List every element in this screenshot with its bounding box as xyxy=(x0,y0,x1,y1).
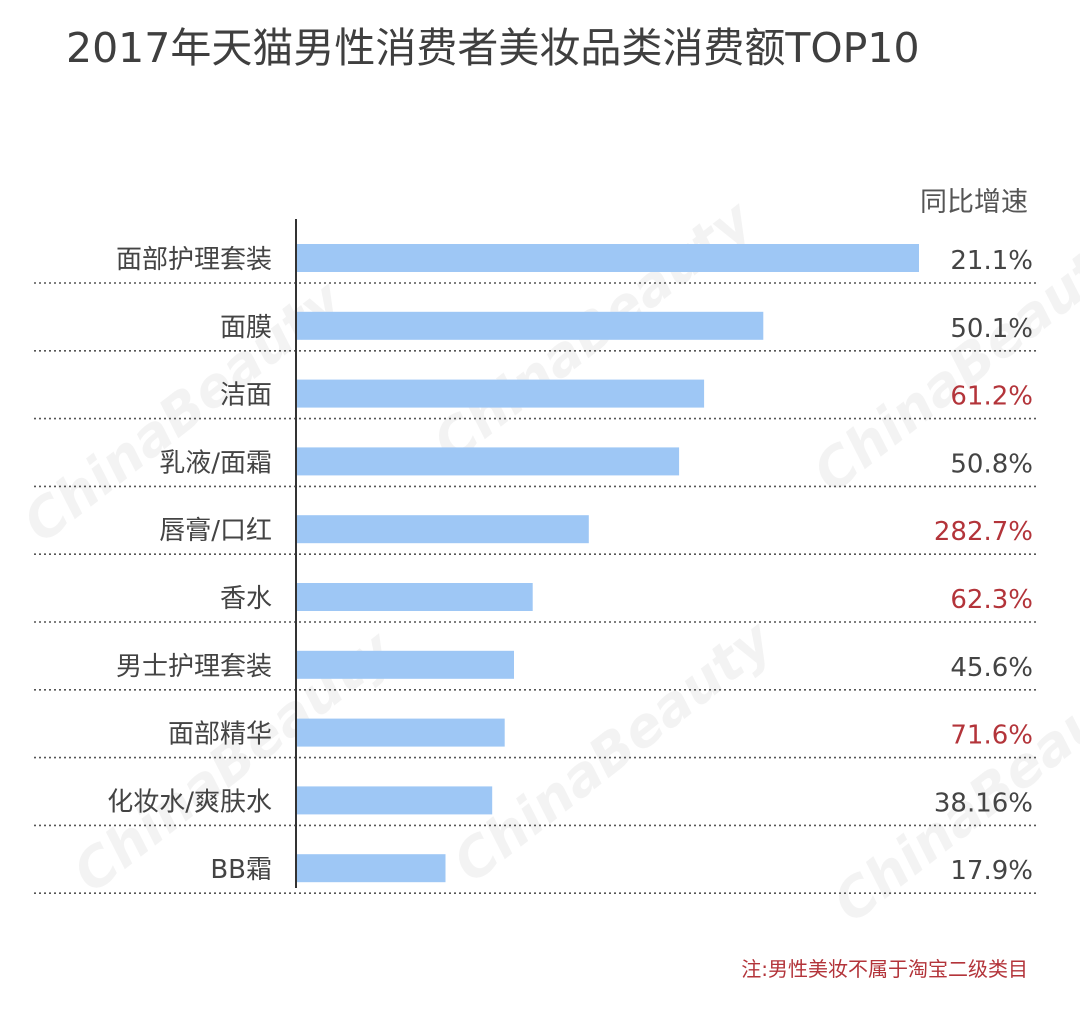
growth-label: 21.1% xyxy=(950,246,1033,276)
growth-label: 50.8% xyxy=(950,449,1033,479)
category-label: BB霜 xyxy=(210,855,272,885)
bar xyxy=(296,379,705,408)
category-label: 唇膏/口红 xyxy=(159,516,272,546)
growth-label: 45.6% xyxy=(950,653,1033,683)
category-label: 面部精华 xyxy=(168,720,272,750)
footnote: 注:男性美妆不属于淘宝二级类目 xyxy=(741,957,1028,981)
category-label: 洁面 xyxy=(220,381,272,411)
bar xyxy=(296,515,589,544)
category-label: 面膜 xyxy=(220,313,272,343)
bar xyxy=(296,447,680,476)
bar xyxy=(296,311,764,340)
bar xyxy=(296,718,505,747)
growth-label: 62.3% xyxy=(950,585,1033,615)
category-label: 化妆水/爽肤水 xyxy=(107,787,272,817)
growth-label: 282.7% xyxy=(934,517,1033,547)
bar xyxy=(296,244,919,272)
chart-title: 2017年天猫男性消费者美妆品类消费额TOP10 xyxy=(66,24,920,72)
category-label: 面部护理套装 xyxy=(116,245,272,275)
bar xyxy=(296,786,493,815)
growth-label: 71.6% xyxy=(950,721,1033,751)
growth-label: 50.1% xyxy=(950,314,1033,344)
growth-label: 17.9% xyxy=(950,856,1033,886)
category-label: 男士护理套装 xyxy=(116,652,272,682)
category-label: 乳液/面霜 xyxy=(159,448,272,478)
bar xyxy=(296,583,533,611)
bar xyxy=(296,854,446,883)
category-label: 香水 xyxy=(220,584,272,614)
growth-column-header: 同比增速 xyxy=(920,187,1028,218)
growth-label: 61.2% xyxy=(950,382,1033,412)
bar xyxy=(296,650,514,679)
growth-label: 38.16% xyxy=(934,788,1033,818)
